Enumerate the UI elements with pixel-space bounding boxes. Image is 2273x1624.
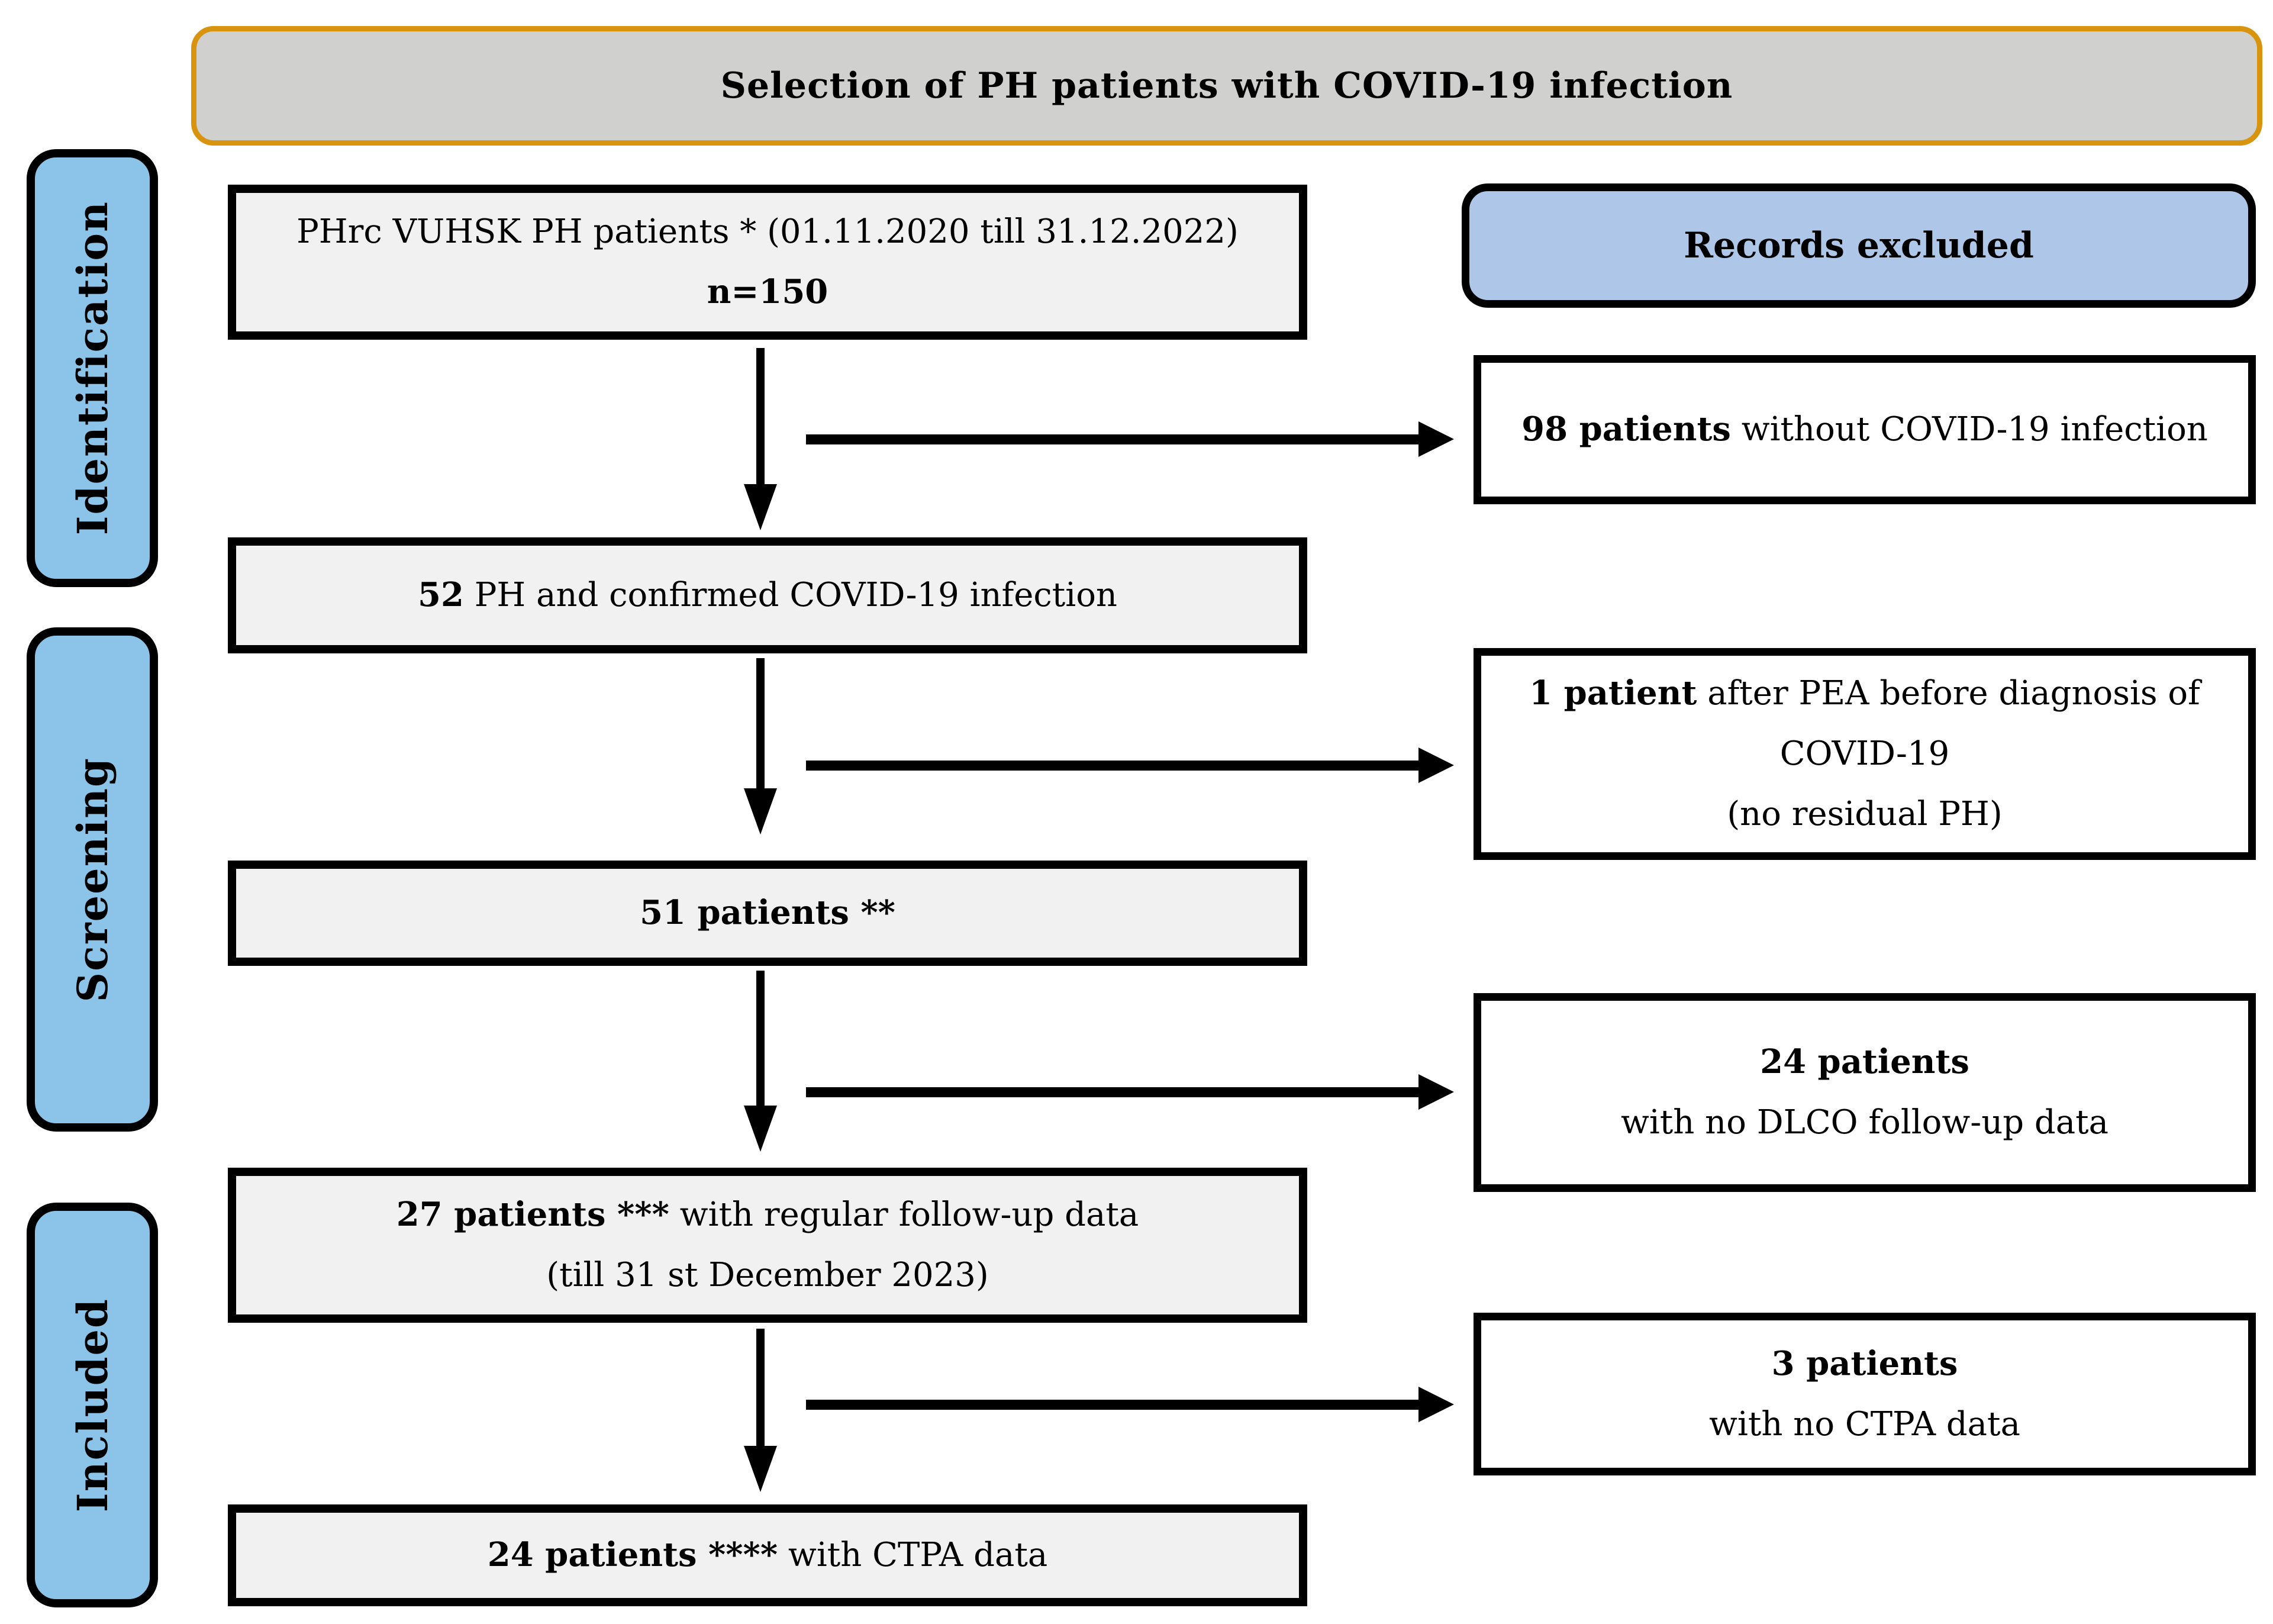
- excluded-box-no-covid-text: 98 patients without COVID-19 infection: [1521, 410, 2208, 449]
- stage-label-included: Included: [27, 1203, 158, 1607]
- flow-box-51-patients: 51 patients **: [228, 861, 1307, 966]
- flow-box-ctpa-data: 24 patients **** with CTPA data: [228, 1504, 1307, 1606]
- flow-box-confirmed-covid: 52 PH and confirmed COVID-19 infection: [228, 537, 1307, 653]
- flow-box-regular-followup-line1: 27 patients *** with regular follow-up d…: [396, 1195, 1139, 1235]
- flow-box-ctpa-data-text: 24 patients **** with CTPA data: [487, 1535, 1048, 1575]
- flow-box-regular-followup: 27 patients *** with regular follow-up d…: [228, 1168, 1307, 1323]
- title-bar: Selection of PH patients with COVID-19 i…: [191, 26, 2262, 146]
- records-excluded-header-text: Records excluded: [1684, 225, 2034, 266]
- right-arrow-4-line: [806, 1400, 1420, 1410]
- down-arrow-1-line: [756, 348, 765, 485]
- down-arrow-2-line: [756, 658, 765, 790]
- right-arrow-2-head: [1418, 747, 1454, 783]
- stage-label-identification-text: Identification: [67, 201, 117, 536]
- excluded-box-after-pea-line2: COVID-19: [1779, 734, 1950, 774]
- excluded-box-no-ctpa: 3 patients with no CTPA data: [1474, 1313, 2256, 1475]
- stage-label-screening: Screening: [27, 627, 158, 1132]
- excluded-box-no-ctpa-line1: 3 patients: [1771, 1343, 1958, 1383]
- stage-label-identification: Identification: [27, 149, 158, 587]
- right-arrow-3-line: [806, 1087, 1420, 1097]
- down-arrow-4-line: [756, 1329, 765, 1447]
- excluded-box-after-pea: 1 patient after PEA before diagnosis of …: [1474, 648, 2256, 860]
- excluded-box-no-dlco: 24 patients with no DLCO follow-up data: [1474, 993, 2256, 1192]
- flow-box-51-patients-text: 51 patients **: [640, 893, 895, 933]
- down-arrow-3-line: [756, 971, 765, 1107]
- right-arrow-3-head: [1418, 1074, 1454, 1110]
- right-arrow-4-head: [1418, 1387, 1454, 1422]
- flow-box-all-ph-patients: PHrc VUHSK PH patients * (01.11.2020 til…: [228, 185, 1307, 340]
- flow-box-all-ph-patients-line1: PHrc VUHSK PH patients * (01.11.2020 til…: [296, 212, 1239, 252]
- down-arrow-2-head: [744, 788, 777, 834]
- stage-label-included-text: Included: [67, 1297, 117, 1513]
- right-arrow-2-line: [806, 761, 1420, 771]
- excluded-box-no-covid: 98 patients without COVID-19 infection: [1474, 355, 2256, 504]
- flow-box-regular-followup-line2: (till 31 st December 2023): [546, 1256, 989, 1294]
- excluded-box-no-dlco-line2: with no DLCO follow-up data: [1620, 1103, 2109, 1142]
- down-arrow-3-head: [744, 1106, 777, 1152]
- down-arrow-1-head: [744, 484, 777, 530]
- excluded-box-after-pea-line3: (no residual PH): [1727, 794, 2003, 833]
- stage-label-screening-text: Screening: [67, 756, 117, 1003]
- right-arrow-1-line: [806, 434, 1420, 444]
- right-arrow-1-head: [1418, 421, 1454, 457]
- excluded-box-after-pea-line1: 1 patient after PEA before diagnosis of: [1529, 674, 2200, 713]
- records-excluded-header: Records excluded: [1462, 183, 2256, 308]
- flow-box-confirmed-covid-text: 52 PH and confirmed COVID-19 infection: [418, 575, 1117, 615]
- flow-box-all-ph-patients-count: n=150: [707, 272, 828, 311]
- down-arrow-4-head: [744, 1446, 777, 1492]
- excluded-box-no-dlco-line1: 24 patients: [1760, 1042, 1969, 1082]
- excluded-box-no-ctpa-line2: with no CTPA data: [1709, 1404, 2020, 1443]
- diagram-title: Selection of PH patients with COVID-19 i…: [720, 65, 1733, 107]
